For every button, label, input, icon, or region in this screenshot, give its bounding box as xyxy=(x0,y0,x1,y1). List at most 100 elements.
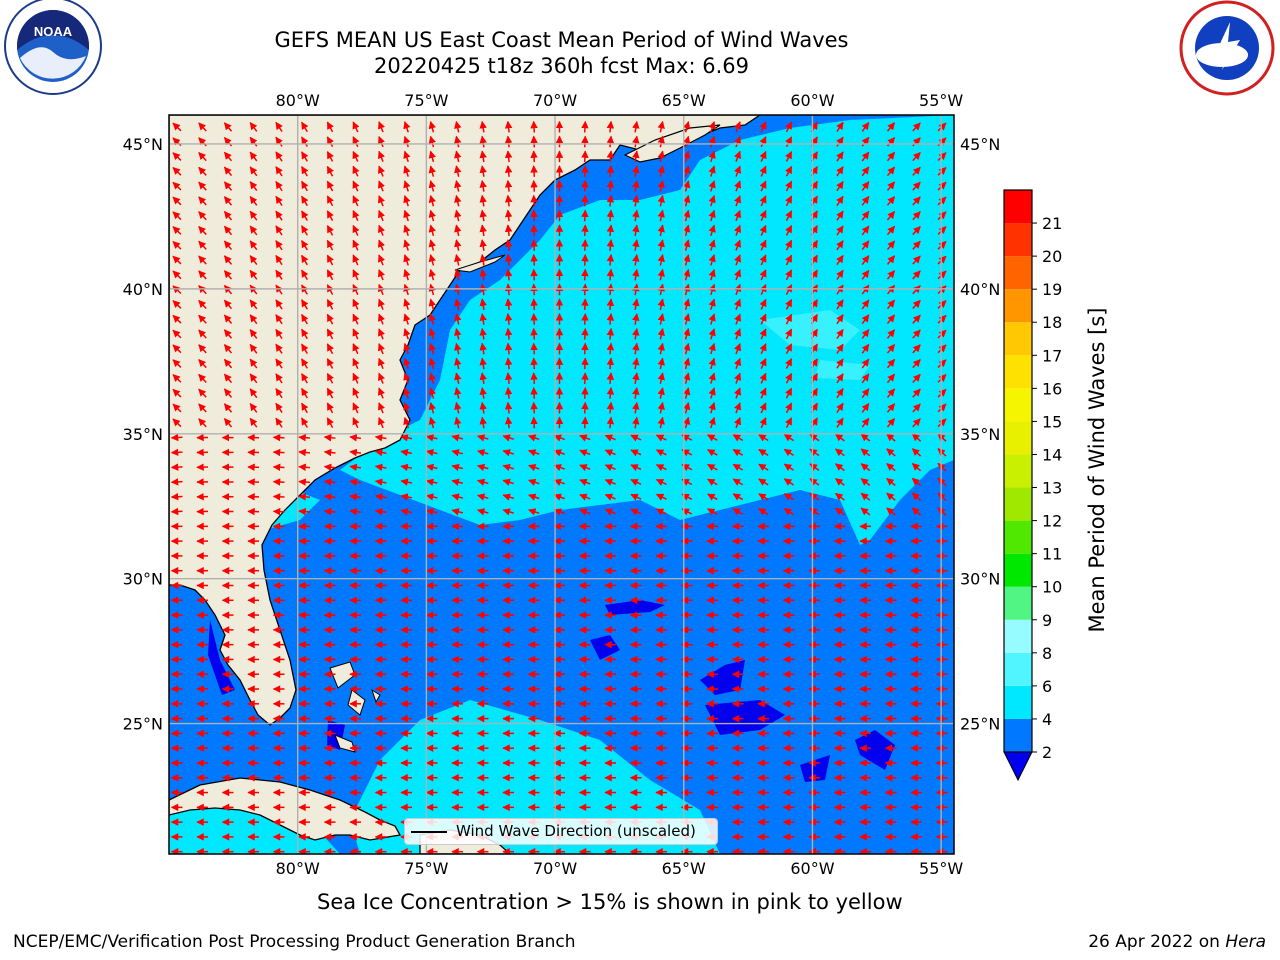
wave-arrow-523 xyxy=(861,358,870,369)
wave-arrow-456 xyxy=(734,328,742,340)
wave-arrow-219 xyxy=(223,225,233,236)
wave-arrow-117 xyxy=(785,165,793,177)
wave-arrow-300 xyxy=(708,254,716,266)
wave-arrow-494 xyxy=(912,344,921,354)
wave-arrow-140 xyxy=(581,179,589,192)
wave-arrow-114 xyxy=(708,165,716,177)
wave-arrow-561 xyxy=(249,388,258,399)
wave-arrow-506 xyxy=(428,357,436,370)
wave-arrow-736 xyxy=(758,463,769,472)
wave-arrow-213 xyxy=(861,210,870,221)
wave-arrow-537 xyxy=(428,372,436,384)
wave-arrow-349 xyxy=(377,283,385,296)
wave-arrow-235 xyxy=(632,224,640,237)
wave-arrow-120 xyxy=(861,166,870,177)
wave-arrow-643 xyxy=(759,417,767,429)
wave-arrow-88 xyxy=(836,151,844,162)
wave-arrow-262 xyxy=(530,239,538,251)
wave-arrow-76 xyxy=(530,150,538,163)
wave-arrow-188 xyxy=(223,210,233,221)
wave-arrow-265 xyxy=(606,239,615,251)
wave-arrow-810 xyxy=(272,507,285,516)
wave-arrow-782 xyxy=(349,493,362,501)
wave-arrow-383 xyxy=(454,298,462,311)
wave-arrow-252 xyxy=(275,240,283,251)
wave-arrow-230 xyxy=(504,224,513,237)
wave-arrow-329 xyxy=(657,268,665,281)
wave-arrow-751 xyxy=(349,478,362,486)
wave-arrow-311 xyxy=(198,270,207,280)
wave-arrow-247 xyxy=(937,226,947,235)
wave-arrow-637 xyxy=(606,416,615,429)
wave-arrow-391 xyxy=(657,298,665,311)
wave-arrow-363 xyxy=(734,283,742,296)
wave-arrow-141 xyxy=(606,179,615,192)
wave-arrow-92 xyxy=(937,152,947,161)
wave-arrow-728 xyxy=(553,464,565,472)
wave-arrow-475 xyxy=(428,342,436,355)
wave-arrow-290 xyxy=(454,254,462,266)
wave-arrow-787 xyxy=(476,493,489,501)
wave-arrow-412 xyxy=(403,313,411,325)
wave-arrow-709 xyxy=(860,448,871,457)
wave-arrow-689 xyxy=(349,448,362,457)
wave-arrow-739 xyxy=(834,463,845,472)
wave-arrow-627 xyxy=(352,417,360,429)
lon-ticks-bottom: 80°W 75°W 70°W 65°W 60°W 55°W xyxy=(276,859,964,878)
wave-arrow-365 xyxy=(785,284,793,295)
wave-arrow-467 xyxy=(223,344,233,354)
wave-arrow-369 xyxy=(886,284,896,295)
wave-arrow-6 xyxy=(326,121,334,133)
wave-arrow-608 xyxy=(657,401,665,414)
wave-arrow-337 xyxy=(861,269,870,280)
lat-tick-left-3: 30°N xyxy=(123,570,163,589)
wave-arrow-405 xyxy=(223,314,233,324)
wave-arrow-328 xyxy=(632,268,640,281)
wave-arrow-695 xyxy=(502,449,514,457)
wave-arrow-285 xyxy=(326,254,334,266)
wave-arrow-260 xyxy=(479,239,487,251)
wave-arrow-463 xyxy=(912,329,921,339)
colorbar-bin-11 xyxy=(1004,355,1032,389)
colorbar-tick-8: 13 xyxy=(1042,479,1062,498)
wave-arrow-536 xyxy=(403,372,411,384)
wave-arrow-599 xyxy=(428,401,436,414)
wave-arrow-770 xyxy=(834,478,845,486)
wave-arrow-593 xyxy=(275,402,283,414)
wave-arrow-559 xyxy=(198,388,207,398)
wave-arrow-799 xyxy=(783,493,794,501)
wave-arrow-765 xyxy=(707,478,718,486)
wave-arrow-530 xyxy=(249,373,258,384)
wave-arrow-84 xyxy=(734,150,742,162)
wave-arrow-586 xyxy=(886,388,896,398)
wave-arrow-270 xyxy=(734,239,742,251)
wave-arrow-204 xyxy=(632,209,640,222)
wave-arrow-491 xyxy=(836,343,844,354)
wave-arrow-431 xyxy=(886,314,896,324)
wave-arrow-727 xyxy=(528,464,540,472)
wave-arrow-781 xyxy=(323,493,336,501)
wave-arrow-261 xyxy=(504,239,513,251)
wave-arrow-674 xyxy=(758,434,769,442)
wave-arrow-416 xyxy=(504,313,513,325)
wave-arrow-132 xyxy=(377,180,385,192)
wave-arrow-661 xyxy=(425,434,438,442)
wave-arrow-144 xyxy=(683,180,691,192)
wave-arrow-773 xyxy=(911,477,922,487)
wave-arrow-43 xyxy=(479,135,487,148)
wave-arrow-825 xyxy=(655,508,667,516)
wave-arrow-581 xyxy=(759,387,767,399)
wave-arrow-567 xyxy=(403,387,411,399)
wave-arrow-408 xyxy=(301,313,309,325)
lat-tick-right-3: 30°N xyxy=(960,570,1000,589)
wave-arrow-338 xyxy=(886,270,896,280)
lon-tick-top-3: 65°W xyxy=(662,91,706,110)
wave-arrow-160 xyxy=(301,195,309,207)
lon-tick-bottom-3: 65°W xyxy=(662,859,706,878)
wave-arrow-590 xyxy=(198,403,207,413)
wave-arrow-659 xyxy=(374,434,387,442)
wave-arrow-378 xyxy=(326,298,334,310)
wave-arrow-115 xyxy=(734,165,742,177)
wave-arrow-90 xyxy=(886,151,896,162)
wave-arrow-636 xyxy=(581,416,589,429)
